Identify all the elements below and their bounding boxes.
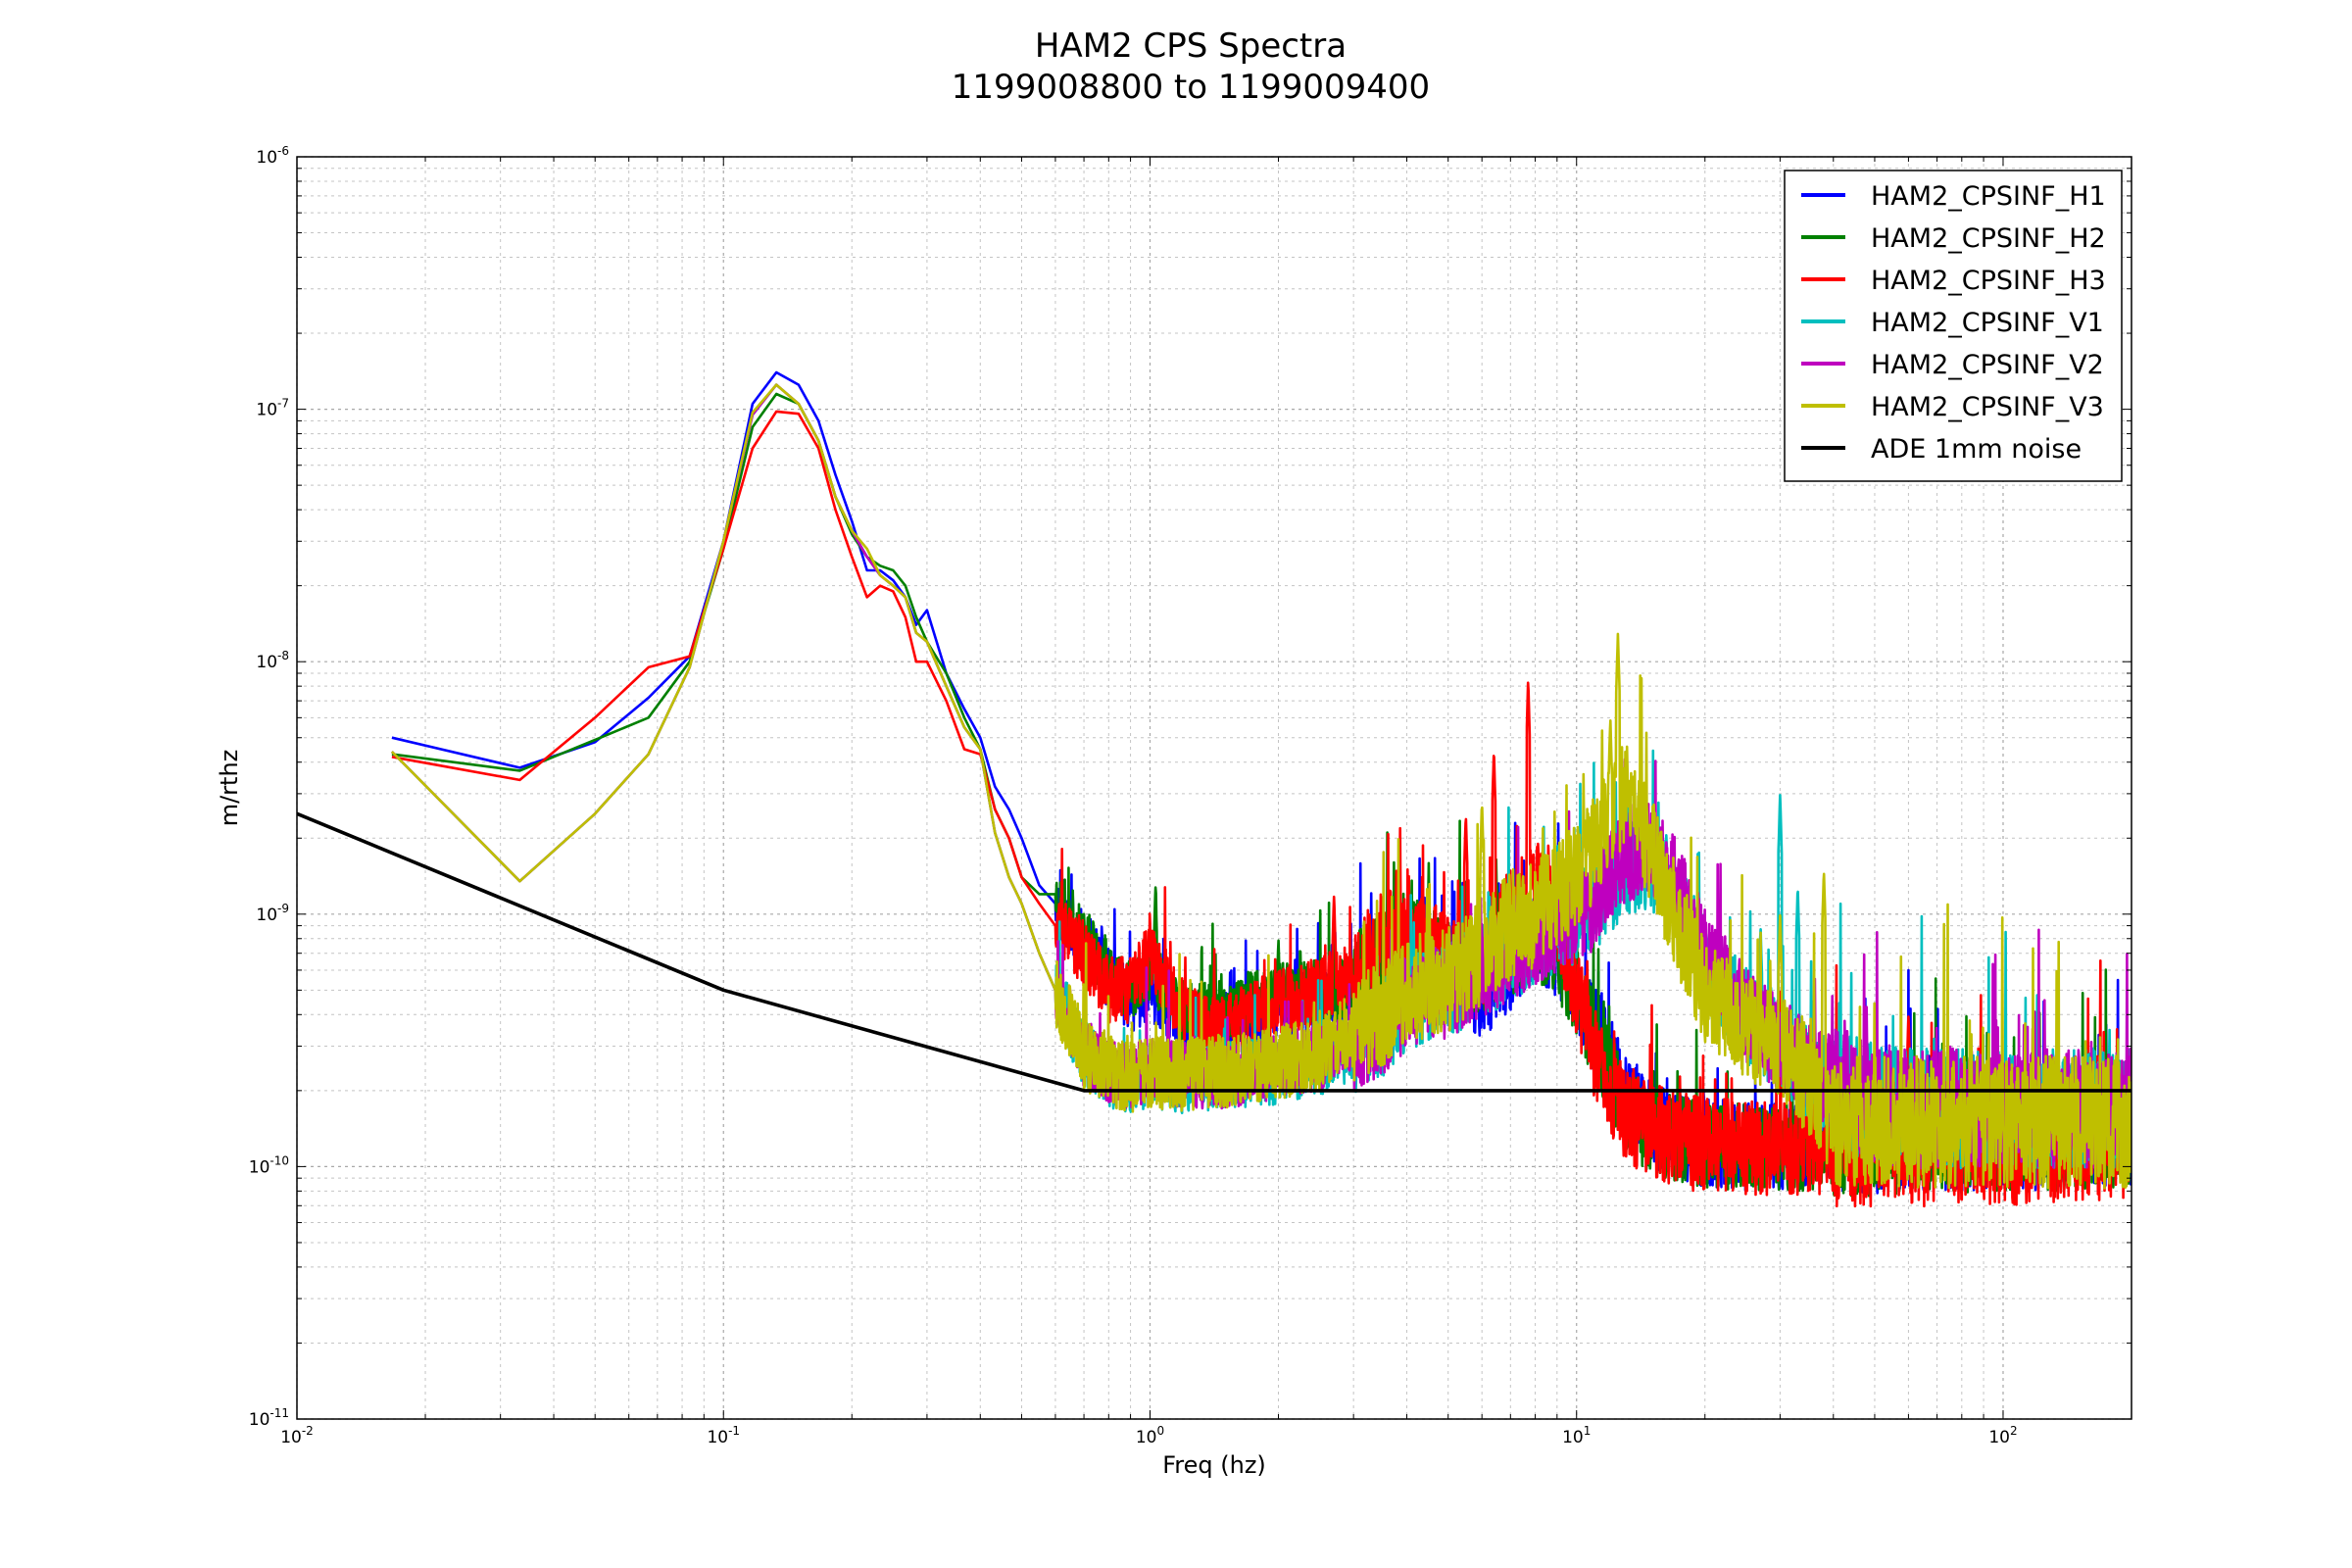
legend-box bbox=[1784, 170, 2123, 482]
y-tick-label: 10-8 bbox=[256, 649, 289, 672]
chart-subtitle: 1199008800 to 1199009400 bbox=[952, 68, 1430, 107]
y-tick-label: 10-9 bbox=[256, 902, 289, 925]
legend-label: HAM2_CPSINF_V1 bbox=[1871, 308, 2104, 338]
legend-label: HAM2_CPSINF_V2 bbox=[1871, 350, 2104, 380]
chart-title: HAM2 CPS Spectra bbox=[1035, 26, 1347, 66]
y-tick-label: 10-7 bbox=[256, 397, 289, 420]
x-axis-ticks: 10-2 10-1 100 101 102 bbox=[280, 157, 2132, 1447]
x-tick-label: 10-1 bbox=[707, 1424, 740, 1447]
x-tick-label: 100 bbox=[1136, 1424, 1164, 1447]
grid-lines bbox=[296, 156, 2132, 1420]
series-line-5 bbox=[390, 383, 2132, 1190]
series-line-6 bbox=[297, 811, 2132, 1093]
x-axis-label: Freq (hz) bbox=[1162, 1451, 1266, 1479]
legend-label: ADE 1mm noise bbox=[1871, 434, 2082, 465]
legend-label: HAM2_CPSINF_H2 bbox=[1871, 223, 2106, 254]
legend-label: HAM2_CPSINF_H3 bbox=[1871, 266, 2106, 296]
y-tick-label: 10-11 bbox=[249, 1406, 289, 1430]
y-tick-label: 10-6 bbox=[256, 144, 289, 168]
y-axis-label: m/rthz bbox=[216, 750, 243, 827]
legend: HAM2_CPSINF_H1 HAM2_CPSINF_H2 HAM2_CPSINF_… bbox=[1784, 170, 2123, 482]
x-tick-label: 101 bbox=[1562, 1424, 1591, 1447]
x-tick-label: 10-2 bbox=[280, 1424, 314, 1447]
legend-label: HAM2_CPSINF_V3 bbox=[1871, 392, 2104, 422]
x-tick-label: 102 bbox=[1988, 1424, 2017, 1447]
y-tick-label: 10-10 bbox=[249, 1153, 289, 1177]
legend-label: HAM2_CPSINF_H1 bbox=[1871, 181, 2106, 212]
plot-area bbox=[297, 370, 2132, 1208]
series-layer bbox=[297, 370, 2132, 1208]
y-axis-ticks: 10-11 10-10 10-9 10-8 10-7 10-6 bbox=[249, 144, 2132, 1430]
plot-frame bbox=[296, 156, 2132, 1420]
